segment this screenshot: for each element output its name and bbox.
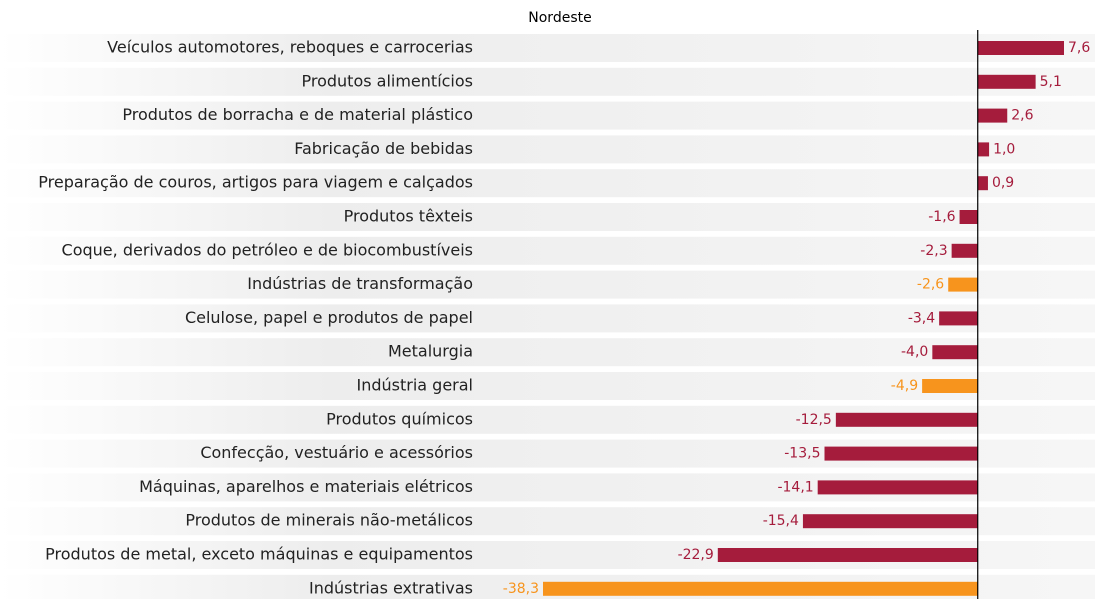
category-label: Celulose, papel e produtos de papel: [185, 308, 473, 327]
bar: [977, 142, 990, 157]
category-label: Produtos químicos: [326, 409, 473, 428]
category-label: Veículos automotores, reboques e carroce…: [107, 38, 473, 57]
bar: [802, 514, 978, 529]
row-band: [0, 372, 1095, 400]
row-band: [0, 203, 1095, 231]
value-label: -2,6: [917, 277, 944, 293]
category-label: Fabricação de bebidas: [294, 139, 473, 158]
row-band: [0, 135, 1095, 164]
value-label: -2,3: [920, 243, 947, 259]
category-label: Máquinas, aparelhos e materiais elétrico…: [139, 477, 473, 496]
value-label: -22,9: [678, 547, 714, 563]
value-label: -4,0: [901, 344, 928, 360]
row-band: [0, 169, 1095, 198]
value-label: -13,5: [784, 446, 820, 462]
category-label: Produtos têxteis: [344, 207, 473, 226]
category-label: Preparação de couros, artigos para viage…: [38, 173, 473, 192]
value-label: 2,6: [1011, 108, 1033, 124]
bar: [717, 548, 978, 562]
value-label: -38,3: [503, 581, 539, 597]
value-label: -14,1: [777, 479, 813, 495]
value-label: -3,4: [908, 310, 935, 326]
row-band: [0, 67, 1095, 96]
value-label: 0,9: [992, 175, 1014, 191]
bar: [939, 311, 978, 326]
bar: [932, 345, 978, 360]
category-label: Produtos alimentícios: [301, 71, 473, 90]
category-label: Confecção, vestuário e acessórios: [200, 443, 473, 462]
row-band: [0, 270, 1095, 299]
row-band: [0, 304, 1095, 333]
category-label: Produtos de metal, exceto máquinas e equ…: [45, 545, 473, 564]
category-label: Metalurgia: [388, 342, 473, 361]
chart-title: Nordeste: [528, 10, 591, 26]
value-label: 5,1: [1040, 74, 1062, 90]
bar: [835, 412, 978, 427]
value-label: -1,6: [928, 209, 955, 225]
value-label: -15,4: [763, 513, 799, 529]
category-label: Coque, derivados do petróleo e de biocom…: [62, 240, 473, 259]
value-label: 1,0: [993, 141, 1015, 157]
category-label: Produtos de borracha e de material plást…: [122, 105, 473, 124]
bar: [977, 176, 988, 191]
category-label: Indústrias de transformação: [247, 274, 473, 293]
bar: [948, 277, 978, 292]
category-label: Indústria geral: [356, 376, 473, 395]
bar: [922, 379, 978, 393]
bar: [543, 581, 978, 596]
row-bands: [0, 34, 1095, 599]
value-label: -4,9: [891, 378, 918, 394]
row-band: [0, 338, 1095, 367]
bar: [951, 243, 978, 258]
value-label: -12,5: [796, 412, 832, 428]
value-label: 7,6: [1068, 40, 1090, 56]
bar: [977, 108, 1008, 123]
bar: [977, 74, 1036, 89]
category-label: Produtos de minerais não-metálicos: [185, 511, 473, 530]
bar: [817, 480, 978, 495]
category-label: Indústrias extrativas: [309, 578, 473, 597]
row-band: [0, 101, 1095, 130]
bar: [824, 446, 978, 461]
row-band: [0, 34, 1095, 62]
row-band: [0, 236, 1095, 265]
bar: [977, 41, 1064, 55]
bar: [959, 210, 978, 224]
